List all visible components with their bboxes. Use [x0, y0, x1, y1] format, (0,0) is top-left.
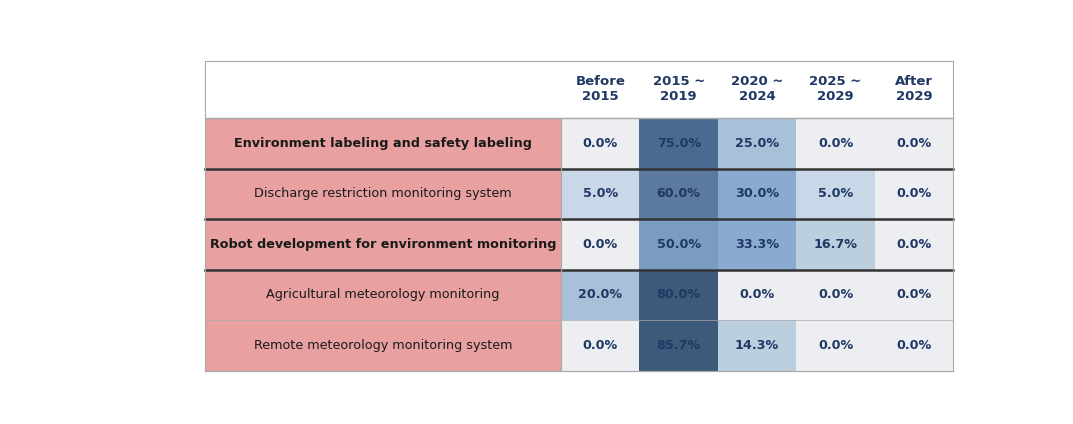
Text: Robot development for environment monitoring: Robot development for environment monito… [209, 238, 556, 251]
Text: Before
2015: Before 2015 [575, 75, 626, 103]
Bar [796, 169, 874, 219]
Text: 75.0%: 75.0% [657, 137, 701, 150]
Bar [561, 118, 640, 169]
Text: 0.0%: 0.0% [896, 238, 931, 251]
Text: 0.0%: 0.0% [583, 339, 618, 352]
Bar [561, 169, 640, 219]
Text: 80.0%: 80.0% [657, 288, 701, 301]
Text: 0.0%: 0.0% [896, 137, 931, 150]
Bar [874, 169, 953, 219]
Bar [640, 219, 718, 270]
Text: 30.0%: 30.0% [735, 187, 779, 201]
Text: 25.0%: 25.0% [735, 137, 779, 150]
Bar [205, 270, 561, 320]
Text: 20.0%: 20.0% [578, 288, 622, 301]
Bar [640, 320, 718, 371]
Text: 2020 ~
2024: 2020 ~ 2024 [731, 75, 783, 103]
Bar [718, 169, 796, 219]
Bar [874, 219, 953, 270]
Text: 50.0%: 50.0% [657, 238, 701, 251]
Text: 33.3%: 33.3% [735, 238, 779, 251]
Text: 0.0%: 0.0% [739, 288, 775, 301]
Text: Agricultural meteorology monitoring: Agricultural meteorology monitoring [266, 288, 500, 301]
Bar [796, 118, 874, 169]
Bar [796, 320, 874, 371]
Bar [718, 219, 796, 270]
Bar [718, 118, 796, 169]
Text: 0.0%: 0.0% [818, 288, 853, 301]
Bar [640, 118, 718, 169]
Text: 16.7%: 16.7% [813, 238, 857, 251]
Text: Discharge restriction monitoring system: Discharge restriction monitoring system [254, 187, 512, 201]
Bar [205, 320, 561, 371]
Text: 5.0%: 5.0% [583, 187, 618, 201]
Bar [561, 219, 640, 270]
Text: 0.0%: 0.0% [818, 137, 853, 150]
Bar [640, 169, 718, 219]
Bar [205, 219, 561, 270]
Text: 0.0%: 0.0% [583, 137, 618, 150]
Text: 2025 ~
2029: 2025 ~ 2029 [809, 75, 862, 103]
Text: 0.0%: 0.0% [896, 339, 931, 352]
Bar [718, 320, 796, 371]
Bar [561, 320, 640, 371]
Bar [796, 219, 874, 270]
Bar [874, 270, 953, 320]
Bar [874, 118, 953, 169]
Text: Remote meteorology monitoring system: Remote meteorology monitoring system [253, 339, 512, 352]
Bar [874, 320, 953, 371]
Bar [640, 270, 718, 320]
Text: After
2029: After 2029 [895, 75, 934, 103]
Bar [205, 169, 561, 219]
Text: 0.0%: 0.0% [896, 187, 931, 201]
Text: 14.3%: 14.3% [735, 339, 779, 352]
Text: Environment labeling and safety labeling: Environment labeling and safety labeling [234, 137, 532, 150]
Text: 0.0%: 0.0% [896, 288, 931, 301]
Bar [718, 270, 796, 320]
Text: 5.0%: 5.0% [818, 187, 853, 201]
Bar [796, 270, 874, 320]
Bar [561, 270, 640, 320]
Text: 2015 ~
2019: 2015 ~ 2019 [652, 75, 705, 103]
Text: 60.0%: 60.0% [657, 187, 701, 201]
Bar [205, 118, 561, 169]
Bar [205, 61, 953, 118]
Text: 0.0%: 0.0% [818, 339, 853, 352]
Text: 0.0%: 0.0% [583, 238, 618, 251]
Text: 85.7%: 85.7% [657, 339, 701, 352]
